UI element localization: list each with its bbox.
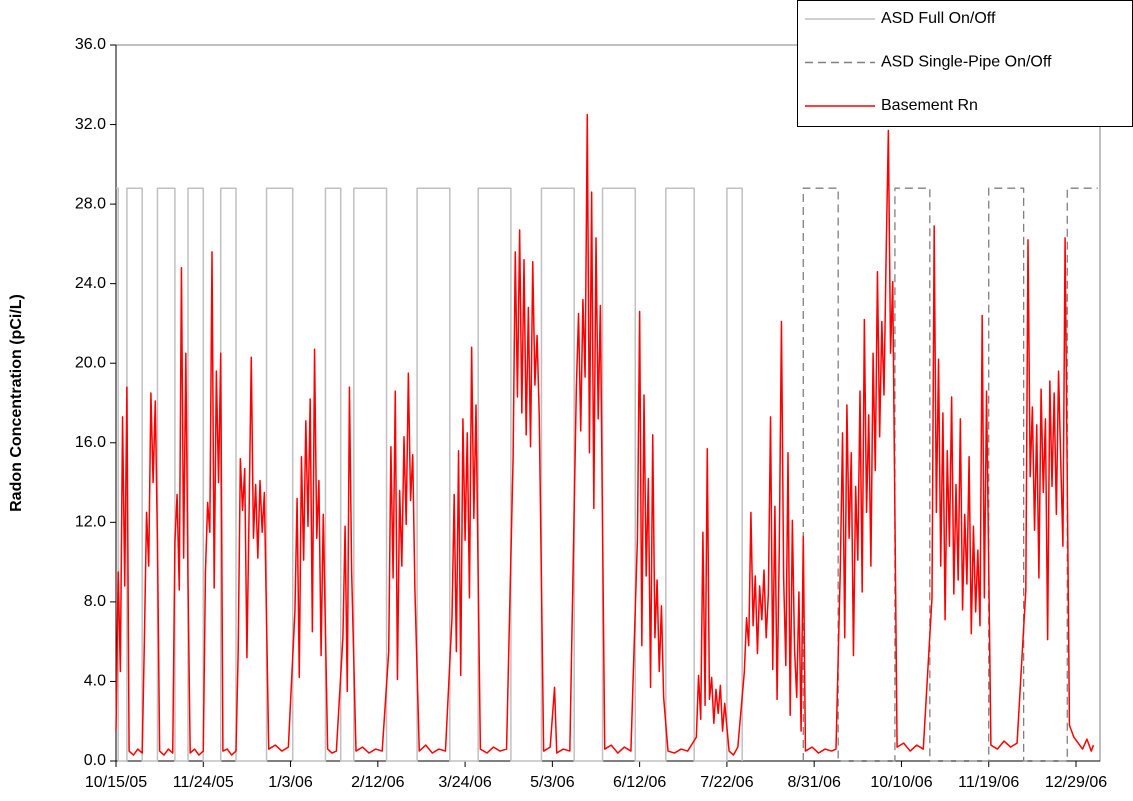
y-tick-label: 20.0 xyxy=(75,354,106,371)
x-tick-label: 8/31/06 xyxy=(787,774,840,791)
x-tick-label: 10/10/06 xyxy=(870,774,932,791)
y-axis-label: Radon Concentration (pCi/L) xyxy=(8,294,25,512)
y-tick-label: 8.0 xyxy=(84,593,106,610)
x-tick-label: 2/12/06 xyxy=(351,774,404,791)
y-tick-label: 28.0 xyxy=(75,195,106,212)
legend-label: Basement Rn xyxy=(881,97,978,114)
x-tick-label: 3/24/06 xyxy=(438,774,491,791)
x-tick-label: 6/12/06 xyxy=(613,774,666,791)
x-tick-label: 5/3/06 xyxy=(530,774,575,791)
x-tick-label: 1/3/06 xyxy=(268,774,313,791)
x-tick-label: 12/29/06 xyxy=(1045,774,1107,791)
x-tick-label: 7/22/06 xyxy=(700,774,753,791)
y-tick-label: 24.0 xyxy=(75,275,106,292)
series-line xyxy=(802,187,1098,762)
y-tick-label: 12.0 xyxy=(75,514,106,531)
legend-label: ASD Full On/Off xyxy=(881,10,996,27)
series-line xyxy=(115,113,1095,756)
x-tick-label: 11/24/05 xyxy=(173,774,234,791)
y-tick-label: 36.0 xyxy=(75,36,106,53)
series-line xyxy=(116,187,743,762)
x-tick-label: 11/19/06 xyxy=(958,774,1019,791)
y-tick-label: 32.0 xyxy=(75,116,106,133)
y-tick-label: 16.0 xyxy=(75,434,106,451)
y-tick-label: 0.0 xyxy=(84,752,106,769)
legend-label: ASD Single-Pipe On/Off xyxy=(881,54,1052,71)
y-tick-label: 4.0 xyxy=(84,673,106,690)
x-tick-label: 10/15/05 xyxy=(85,774,147,791)
